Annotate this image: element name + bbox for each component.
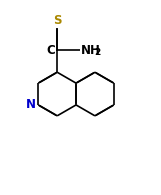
- Text: NH: NH: [81, 44, 101, 57]
- Text: N: N: [26, 98, 36, 111]
- Text: C: C: [46, 44, 55, 57]
- Text: S: S: [53, 14, 61, 27]
- Text: 2: 2: [94, 48, 100, 57]
